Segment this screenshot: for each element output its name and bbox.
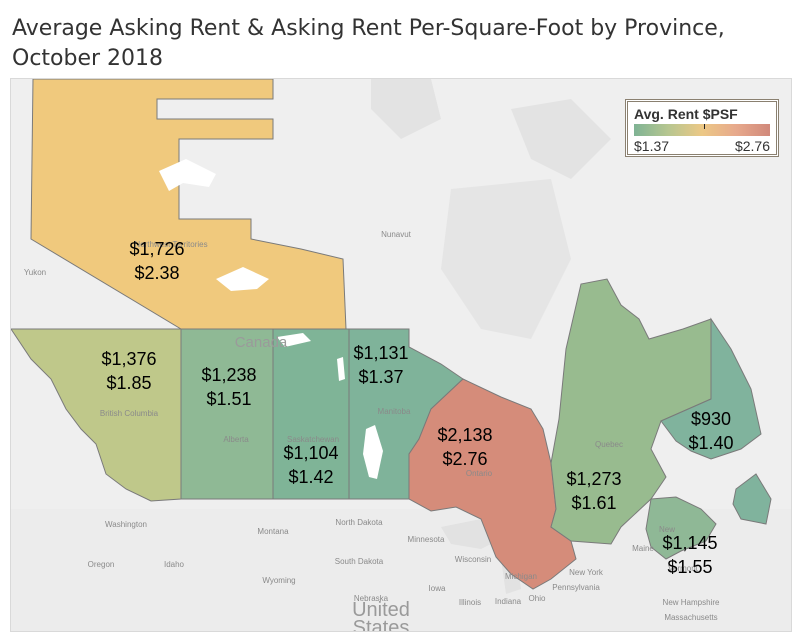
label-maine: Maine xyxy=(632,544,654,553)
legend-min-label: $1.37 xyxy=(634,138,670,154)
label-nebraska: Nebraska xyxy=(354,594,389,603)
lake-athabasca xyxy=(277,333,311,347)
label-british-columbia: British Columbia xyxy=(100,409,159,418)
label-minnesota: Minnesota xyxy=(408,535,445,544)
rent-label-nwt: $1,726 xyxy=(129,239,184,259)
label-quebec: Quebec xyxy=(595,440,623,449)
label-northwest-territories: Northwest Territories xyxy=(134,240,207,249)
psf-label-ontario: $2.76 xyxy=(442,449,487,469)
label-alberta: Alberta xyxy=(223,435,249,444)
label-nunavut: Nunavut xyxy=(381,230,412,239)
rent-label-bc: $1,376 xyxy=(101,349,156,369)
label-ontario: Ontario xyxy=(466,469,493,478)
label-yukon: Yukon xyxy=(24,268,46,277)
label-oregon: Oregon xyxy=(88,560,115,569)
label-united: United xyxy=(352,599,410,621)
label-new-brunswick: New xyxy=(659,525,675,534)
psf-label-quebec: $1.61 xyxy=(571,493,616,513)
region-newfoundland[interactable] xyxy=(660,317,772,525)
label-canada: Canada xyxy=(235,334,288,351)
color-legend[interactable]: Avg. Rent $PSF $1.37 $2.76 xyxy=(625,99,779,157)
label-manitoba: Manitoba xyxy=(378,407,411,416)
legend-max-label: $2.76 xyxy=(734,138,770,154)
label-pennsylvania: Pennsylvania xyxy=(552,583,600,592)
psf-label-nwt: $2.38 xyxy=(134,263,179,283)
label-wisconsin: Wisconsin xyxy=(455,555,491,564)
legend-tick xyxy=(704,124,705,129)
legend-gradient-bar xyxy=(634,124,770,136)
label-new-hampshire: New Hampshire xyxy=(663,598,720,607)
rent-label-newfoundland: $930 xyxy=(691,409,731,429)
rent-label-ontario: $2,138 xyxy=(437,425,492,445)
lake-winnipeg xyxy=(363,425,383,479)
psf-label-alberta: $1.51 xyxy=(206,389,251,409)
rent-label-saskatchewan: $1,104 xyxy=(283,443,338,463)
label-indiana: Indiana xyxy=(495,597,522,606)
label-vermont: Vermont xyxy=(668,564,699,573)
psf-label-newfoundland: $1.40 xyxy=(688,433,733,453)
rent-label-maritimes: $1,145 xyxy=(662,533,717,553)
map-view[interactable]: Yukon Nunavut Northwest Territories Cana… xyxy=(10,78,792,632)
label-states: States xyxy=(353,617,410,631)
label-idaho: Idaho xyxy=(164,560,185,569)
rent-label-alberta: $1,238 xyxy=(201,365,256,385)
legend-title: Avg. Rent $PSF xyxy=(634,106,738,122)
label-massachusetts: Massachusetts xyxy=(664,613,717,622)
label-south-dakota: South Dakota xyxy=(335,557,384,566)
region-maritimes[interactable] xyxy=(645,496,717,560)
label-montana: Montana xyxy=(257,527,289,536)
map-canvas: Yukon Nunavut Northwest Territories Cana… xyxy=(11,79,791,631)
label-ohio: Ohio xyxy=(529,594,546,603)
hudson-bay xyxy=(441,179,571,339)
reindeer-lake xyxy=(337,357,345,381)
label-washington: Washington xyxy=(105,520,147,529)
label-saskatchewan: Saskatchewan xyxy=(287,435,339,444)
psf-label-manitoba: $1.37 xyxy=(358,367,403,387)
chart-title: Average Asking Rent & Asking Rent Per-Sq… xyxy=(12,16,725,71)
region-alberta[interactable] xyxy=(180,328,274,500)
label-michigan: Michigan xyxy=(505,572,537,581)
psf-label-bc: $1.85 xyxy=(106,373,151,393)
basemap-water xyxy=(371,79,441,139)
rent-label-quebec: $1,273 xyxy=(566,469,621,489)
great-bear-lake xyxy=(159,159,216,191)
basemap-water xyxy=(511,99,611,179)
label-iowa: Iowa xyxy=(429,584,446,593)
psf-label-saskatchewan: $1.42 xyxy=(288,467,333,487)
label-north-dakota: North Dakota xyxy=(335,518,383,527)
rent-label-manitoba: $1,131 xyxy=(353,343,408,363)
label-wyoming: Wyoming xyxy=(262,576,295,585)
psf-label-maritimes: $1.55 xyxy=(667,557,712,577)
label-illinois: Illinois xyxy=(459,598,481,607)
great-slave-lake xyxy=(216,267,269,291)
label-new-york: New York xyxy=(569,568,604,577)
